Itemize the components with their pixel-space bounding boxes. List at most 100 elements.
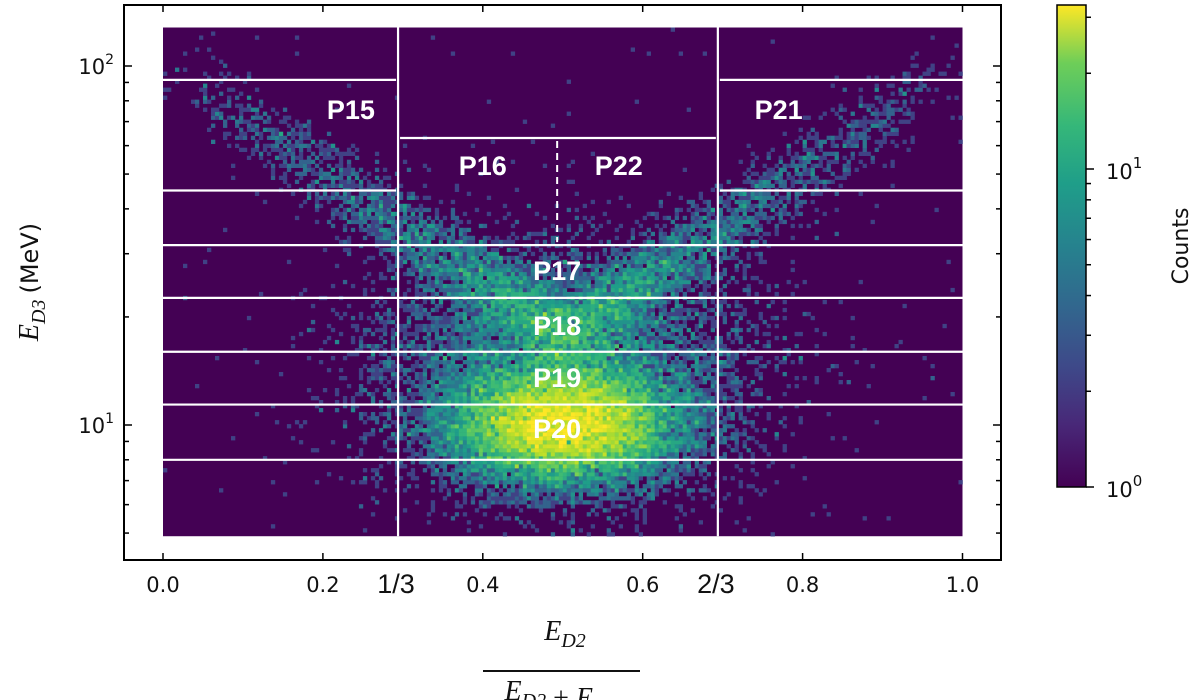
heatmap-cell bbox=[374, 376, 380, 381]
heatmap-cell bbox=[462, 388, 468, 393]
heatmap-cell bbox=[462, 307, 468, 313]
heatmap-cell bbox=[410, 448, 416, 453]
heatmap-cell bbox=[562, 279, 568, 285]
heatmap-cell bbox=[570, 428, 575, 433]
heatmap-cell bbox=[638, 452, 643, 457]
heatmap-cell bbox=[650, 380, 655, 385]
heatmap-cell bbox=[510, 448, 516, 453]
heatmap-cell bbox=[542, 255, 548, 261]
heatmap-cell bbox=[522, 428, 528, 433]
heatmap-cell bbox=[502, 331, 508, 337]
heatmap-cell bbox=[594, 271, 599, 277]
heatmap-cell bbox=[606, 219, 611, 225]
heatmap-cell bbox=[586, 380, 591, 385]
heatmap-cell bbox=[522, 488, 528, 493]
heatmap-cell bbox=[239, 107, 244, 112]
heatmap-cell bbox=[578, 428, 583, 433]
heatmap-cell bbox=[634, 247, 639, 253]
heatmap-cell bbox=[622, 339, 627, 345]
heatmap-cell bbox=[486, 448, 492, 453]
heatmap-cell bbox=[630, 263, 635, 269]
heatmap-cell bbox=[650, 267, 655, 273]
heatmap-cell bbox=[530, 279, 536, 285]
heatmap-cell bbox=[239, 103, 244, 108]
heatmap-cell bbox=[454, 412, 460, 417]
heatmap-cell bbox=[562, 364, 568, 369]
heatmap-cell bbox=[502, 352, 508, 357]
heatmap-cell bbox=[370, 219, 376, 225]
heatmap-cell bbox=[374, 151, 380, 156]
heatmap-cell bbox=[550, 356, 556, 361]
heatmap-cell bbox=[530, 420, 536, 425]
heatmap-cell bbox=[554, 380, 560, 385]
heatmap-cell bbox=[398, 404, 404, 409]
heatmap-cell bbox=[574, 420, 579, 425]
heatmap-cell bbox=[342, 424, 348, 429]
heatmap-cell bbox=[622, 323, 627, 329]
heatmap-cell bbox=[382, 311, 388, 317]
heatmap-cell bbox=[654, 275, 659, 281]
heatmap-cell bbox=[622, 396, 627, 401]
heatmap-cell bbox=[486, 404, 492, 409]
heatmap-cell bbox=[570, 179, 575, 184]
heatmap-cell bbox=[558, 327, 564, 333]
heatmap-cell bbox=[494, 352, 500, 357]
heatmap-cell bbox=[518, 460, 524, 465]
heatmap-cell bbox=[590, 524, 595, 529]
heatmap-cell bbox=[590, 476, 595, 481]
heatmap-cell bbox=[554, 420, 560, 425]
heatmap-cell bbox=[642, 484, 647, 489]
heatmap-cell bbox=[306, 143, 312, 148]
heatmap-cell bbox=[378, 335, 384, 341]
heatmap-cell bbox=[310, 396, 316, 401]
heatmap-cell bbox=[554, 356, 560, 361]
heatmap-cell bbox=[454, 291, 460, 297]
heatmap-cell bbox=[422, 255, 428, 261]
heatmap-cell bbox=[602, 360, 607, 365]
heatmap-cell bbox=[510, 436, 516, 441]
heatmap-cell bbox=[598, 291, 603, 297]
heatmap-cell bbox=[534, 344, 540, 349]
heatmap-cell bbox=[474, 484, 480, 489]
heatmap-cell bbox=[562, 384, 568, 389]
heatmap-cell bbox=[626, 360, 631, 365]
heatmap-cell bbox=[450, 472, 456, 477]
heatmap-cell bbox=[378, 412, 384, 417]
heatmap-cell bbox=[398, 207, 404, 213]
heatmap-cell bbox=[550, 223, 556, 229]
heatmap-cell bbox=[362, 235, 368, 241]
heatmap-cell bbox=[438, 339, 444, 345]
heatmap-cell bbox=[390, 327, 396, 333]
heatmap-cell bbox=[606, 412, 611, 417]
heatmap-cell bbox=[342, 183, 348, 188]
heatmap-cell bbox=[518, 271, 524, 277]
heatmap-cell bbox=[578, 500, 583, 505]
heatmap-cell bbox=[438, 480, 444, 485]
heatmap-cell bbox=[510, 239, 516, 245]
heatmap-cell bbox=[534, 307, 540, 313]
heatmap-cell bbox=[486, 396, 492, 401]
heatmap-cell bbox=[506, 448, 512, 453]
heatmap-cell bbox=[466, 267, 472, 273]
heatmap-cell bbox=[554, 476, 560, 481]
heatmap-cell bbox=[586, 472, 591, 477]
heatmap-cell bbox=[358, 311, 364, 317]
heatmap-cell bbox=[482, 384, 488, 389]
heatmap-cell bbox=[542, 468, 548, 473]
heatmap-cell bbox=[494, 311, 500, 317]
heatmap-cell bbox=[526, 460, 532, 465]
heatmap-cell bbox=[418, 271, 424, 277]
heatmap-cell bbox=[646, 323, 651, 329]
heatmap-cell bbox=[658, 303, 663, 309]
heatmap-cell bbox=[478, 327, 484, 333]
heatmap-cell bbox=[414, 412, 420, 417]
heatmap-cell bbox=[526, 279, 532, 285]
heatmap-cell bbox=[614, 400, 619, 405]
heatmap-cell bbox=[546, 372, 552, 377]
heatmap-cell bbox=[430, 396, 436, 401]
heatmap-cell bbox=[183, 263, 188, 269]
heatmap-cell bbox=[346, 207, 352, 213]
heatmap-cell bbox=[398, 344, 404, 349]
heatmap-cell bbox=[422, 231, 428, 237]
heatmap-cell bbox=[554, 404, 560, 409]
